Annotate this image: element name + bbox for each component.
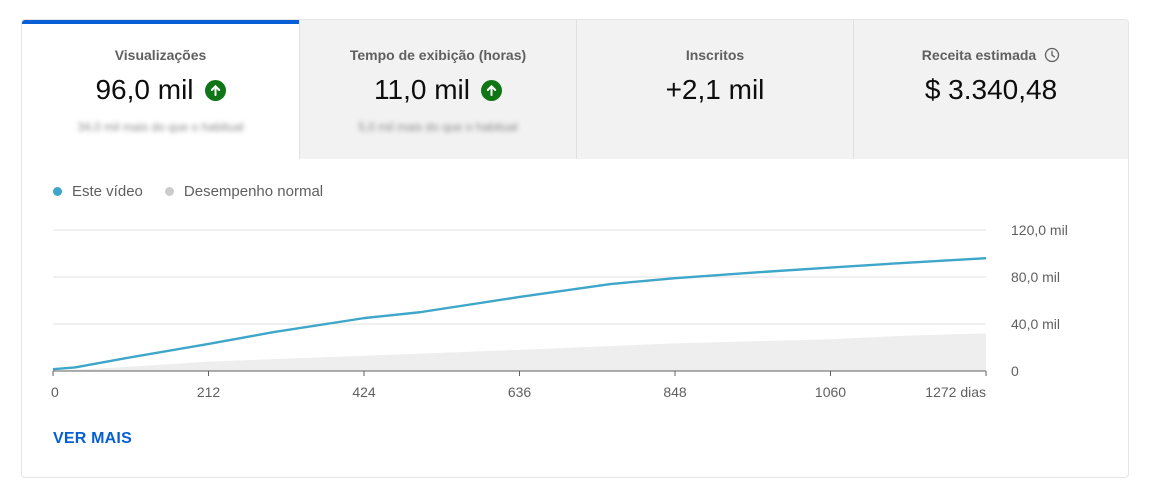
x-tick-label: 0: [51, 384, 59, 400]
tab-views[interactable]: Visualizações 96,0 mil 34,0 mil mais do …: [22, 20, 299, 159]
tab-subtitle: 34,0 mil mais do que o habitual: [77, 120, 244, 134]
analytics-card: Visualizações 96,0 mil 34,0 mil mais do …: [21, 19, 1129, 478]
y-tick-label: 0: [1011, 363, 1019, 379]
clock-icon[interactable]: [1044, 47, 1060, 63]
legend-label: Desempenho normal: [183, 183, 324, 200]
x-tick-label: 424: [352, 384, 376, 400]
y-tick-label: 40,0 mil: [1011, 316, 1060, 332]
chart-legend: Este vídeo Desempenho normal: [53, 183, 345, 200]
tab-subtitle: 5,0 mil mais do que o habitual: [358, 120, 518, 134]
tab-value: $ 3.340,48: [924, 74, 1058, 105]
tab-value: +2,1 mil: [665, 74, 765, 105]
x-tick-label: 636: [508, 384, 532, 400]
legend-dot: [164, 187, 174, 196]
tab-title: Tempo de exibição (horas): [349, 47, 527, 63]
arrow-up-icon: [480, 79, 502, 101]
series-line-this-video: [52, 257, 987, 371]
tab-value: 96,0 mil: [22, 72, 299, 108]
views-chart: 0 40,0 mil 80,0 mil 120,0 mil 0 212 424 636 848 1…: [51, 222, 1068, 400]
metric-tabs: Visualizações 96,0 mil 34,0 mil mais do …: [22, 20, 1128, 159]
legend-item-normal-performance[interactable]: Desempenho normal: [164, 183, 324, 200]
legend-item-this-video[interactable]: Este vídeo: [53, 183, 143, 200]
legend-dot: [53, 187, 62, 196]
arrow-up-icon: [204, 79, 226, 101]
x-tick-label: 1272 dias: [925, 384, 986, 400]
x-tick-label: 1060: [815, 384, 846, 400]
y-tick-label: 120,0 mil: [1011, 222, 1068, 238]
tab-watch-time[interactable]: Tempo de exibição (horas) 11,0 mil 5,0 m…: [299, 20, 576, 159]
tab-title: Inscritos: [685, 47, 745, 63]
tab-title: Visualizações: [114, 47, 207, 63]
x-tick-label: 848: [663, 384, 687, 400]
tab-title: Receita estimada: [854, 47, 1128, 63]
tab-revenue[interactable]: Receita estimada $ 3.340,48: [853, 20, 1128, 159]
legend-label: Este vídeo: [72, 183, 143, 200]
tab-value: 11,0 mil: [300, 72, 576, 108]
x-tick-label: 212: [197, 384, 221, 400]
tab-subscribers[interactable]: Inscritos +2,1 mil: [576, 20, 853, 159]
series-area-normal-performance: [53, 333, 986, 371]
see-more-button[interactable]: VER MAIS: [53, 430, 132, 447]
y-tick-label: 80,0 mil: [1011, 269, 1060, 285]
